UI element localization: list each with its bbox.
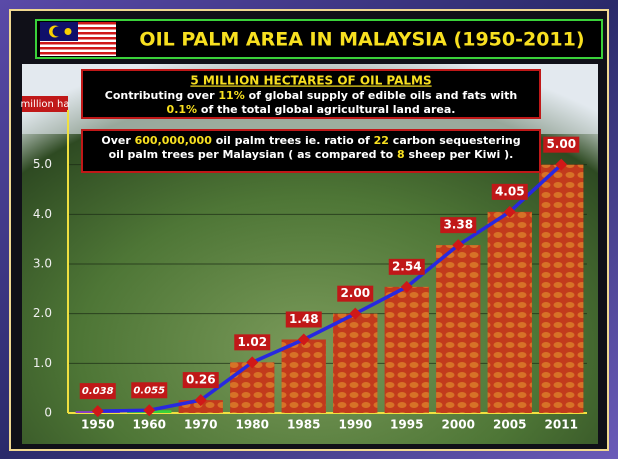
bar-texture xyxy=(281,339,326,413)
data-label: 3.38 xyxy=(443,218,473,232)
marker xyxy=(143,404,156,417)
data-label-box xyxy=(285,311,322,328)
marker xyxy=(555,158,568,171)
data-label-box xyxy=(543,136,580,153)
bar-texture xyxy=(487,211,532,413)
x-tick-label: 2000 xyxy=(442,418,475,432)
annotation-line: 0.1% of the total global agricultural la… xyxy=(167,103,456,116)
marker xyxy=(297,333,310,346)
y-axis-label: million ha xyxy=(21,99,70,110)
annotation-line: oil palm trees per Malaysian ( as compar… xyxy=(109,148,514,161)
flag xyxy=(40,22,116,56)
data-label: 2.54 xyxy=(392,259,422,273)
marker xyxy=(349,307,362,320)
x-tick-label: 1950 xyxy=(81,418,114,432)
marker xyxy=(194,394,207,407)
annotation-text: carbon sequestering xyxy=(389,134,521,147)
plot: 0 1.0 2.0 3.0 4.0 5.0 1950 1960 1970 1980 1985 1990… xyxy=(33,110,587,432)
annotation-text: 11% xyxy=(218,89,244,102)
chart-title: OIL PALM AREA IN MALAYSIA (1950-2011) xyxy=(139,29,584,51)
marker xyxy=(91,405,104,418)
annotation-text: of the total global agricultural land ar… xyxy=(197,103,455,116)
y-tick-label: 2.0 xyxy=(33,306,52,320)
x-tick-label: 1995 xyxy=(390,418,423,432)
data-label: 1.02 xyxy=(237,335,267,349)
annotation-heading: 5 MILLION HECTARES OF OIL PALMS xyxy=(190,74,431,88)
bar-texture xyxy=(230,362,275,413)
annotation-text: oil palm trees per Malaysian ( as compar… xyxy=(109,148,397,161)
x-tick-label: 1960 xyxy=(133,418,166,432)
y-tick-label: 1.0 xyxy=(33,356,52,370)
data-label-box xyxy=(79,383,116,400)
bar-texture xyxy=(539,164,584,413)
annotation-text: 0.1% xyxy=(167,103,198,116)
x-tick-label: 1980 xyxy=(236,418,269,432)
x-tick-label: 2005 xyxy=(493,418,526,432)
data-label-box xyxy=(491,183,528,200)
marker xyxy=(503,205,516,218)
data-label: 2.00 xyxy=(340,286,370,300)
y-tick-label: 3.0 xyxy=(33,257,52,271)
trend-line xyxy=(97,163,563,413)
annotation-text: Over xyxy=(101,134,134,147)
annotation-text: 22 xyxy=(374,134,389,147)
x-tick-label: 1990 xyxy=(339,418,372,432)
y-tick-label: 5.0 xyxy=(33,157,52,171)
annotation-line: Over 600,000,000 oil palm trees ie. rati… xyxy=(101,134,520,147)
annotation-box xyxy=(81,69,541,119)
annotation-text: Contributing over xyxy=(105,89,219,102)
annotations: 5 MILLION HECTARES OF OIL PALMSContribut… xyxy=(81,69,541,173)
data-label-box xyxy=(440,217,477,234)
annotation-text: 600,000,000 xyxy=(135,134,213,147)
bar-texture xyxy=(384,286,429,413)
x-tick-label: 1985 xyxy=(287,418,320,432)
data-label: 4.05 xyxy=(495,184,525,198)
annotation-line: Contributing over 11% of global supply o… xyxy=(105,89,518,102)
data-label: 0.26 xyxy=(186,373,216,387)
data-label: 1.48 xyxy=(289,312,319,326)
data-label-box xyxy=(388,258,425,275)
annotation-text: of global supply of edible oils and fats… xyxy=(245,89,518,102)
data-label-box xyxy=(337,285,374,302)
y-tick-label: 0 xyxy=(44,406,52,420)
data-label-box xyxy=(131,382,168,399)
annotation-box xyxy=(81,129,541,173)
y-tick-label: 4.0 xyxy=(33,207,52,221)
data-label: 5.00 xyxy=(546,137,576,151)
marker xyxy=(452,239,465,252)
title-bar xyxy=(35,19,603,59)
y-axis-label-box xyxy=(22,96,68,112)
data-label-box xyxy=(182,372,219,389)
annotation-text: 8 xyxy=(397,148,405,161)
marker xyxy=(400,280,413,293)
x-tick-label: 2011 xyxy=(545,418,578,432)
data-label: 0.038 xyxy=(82,386,114,397)
data-label: 0.055 xyxy=(133,385,165,396)
x-tick-label: 1970 xyxy=(184,418,217,432)
marker xyxy=(246,356,259,369)
bar-texture xyxy=(333,313,378,413)
bar-texture xyxy=(436,245,481,413)
annotation-text: oil palm trees ie. ratio of xyxy=(212,134,374,147)
data-label-box xyxy=(234,334,271,351)
annotation-text: sheep per Kiwi ). xyxy=(405,148,514,161)
